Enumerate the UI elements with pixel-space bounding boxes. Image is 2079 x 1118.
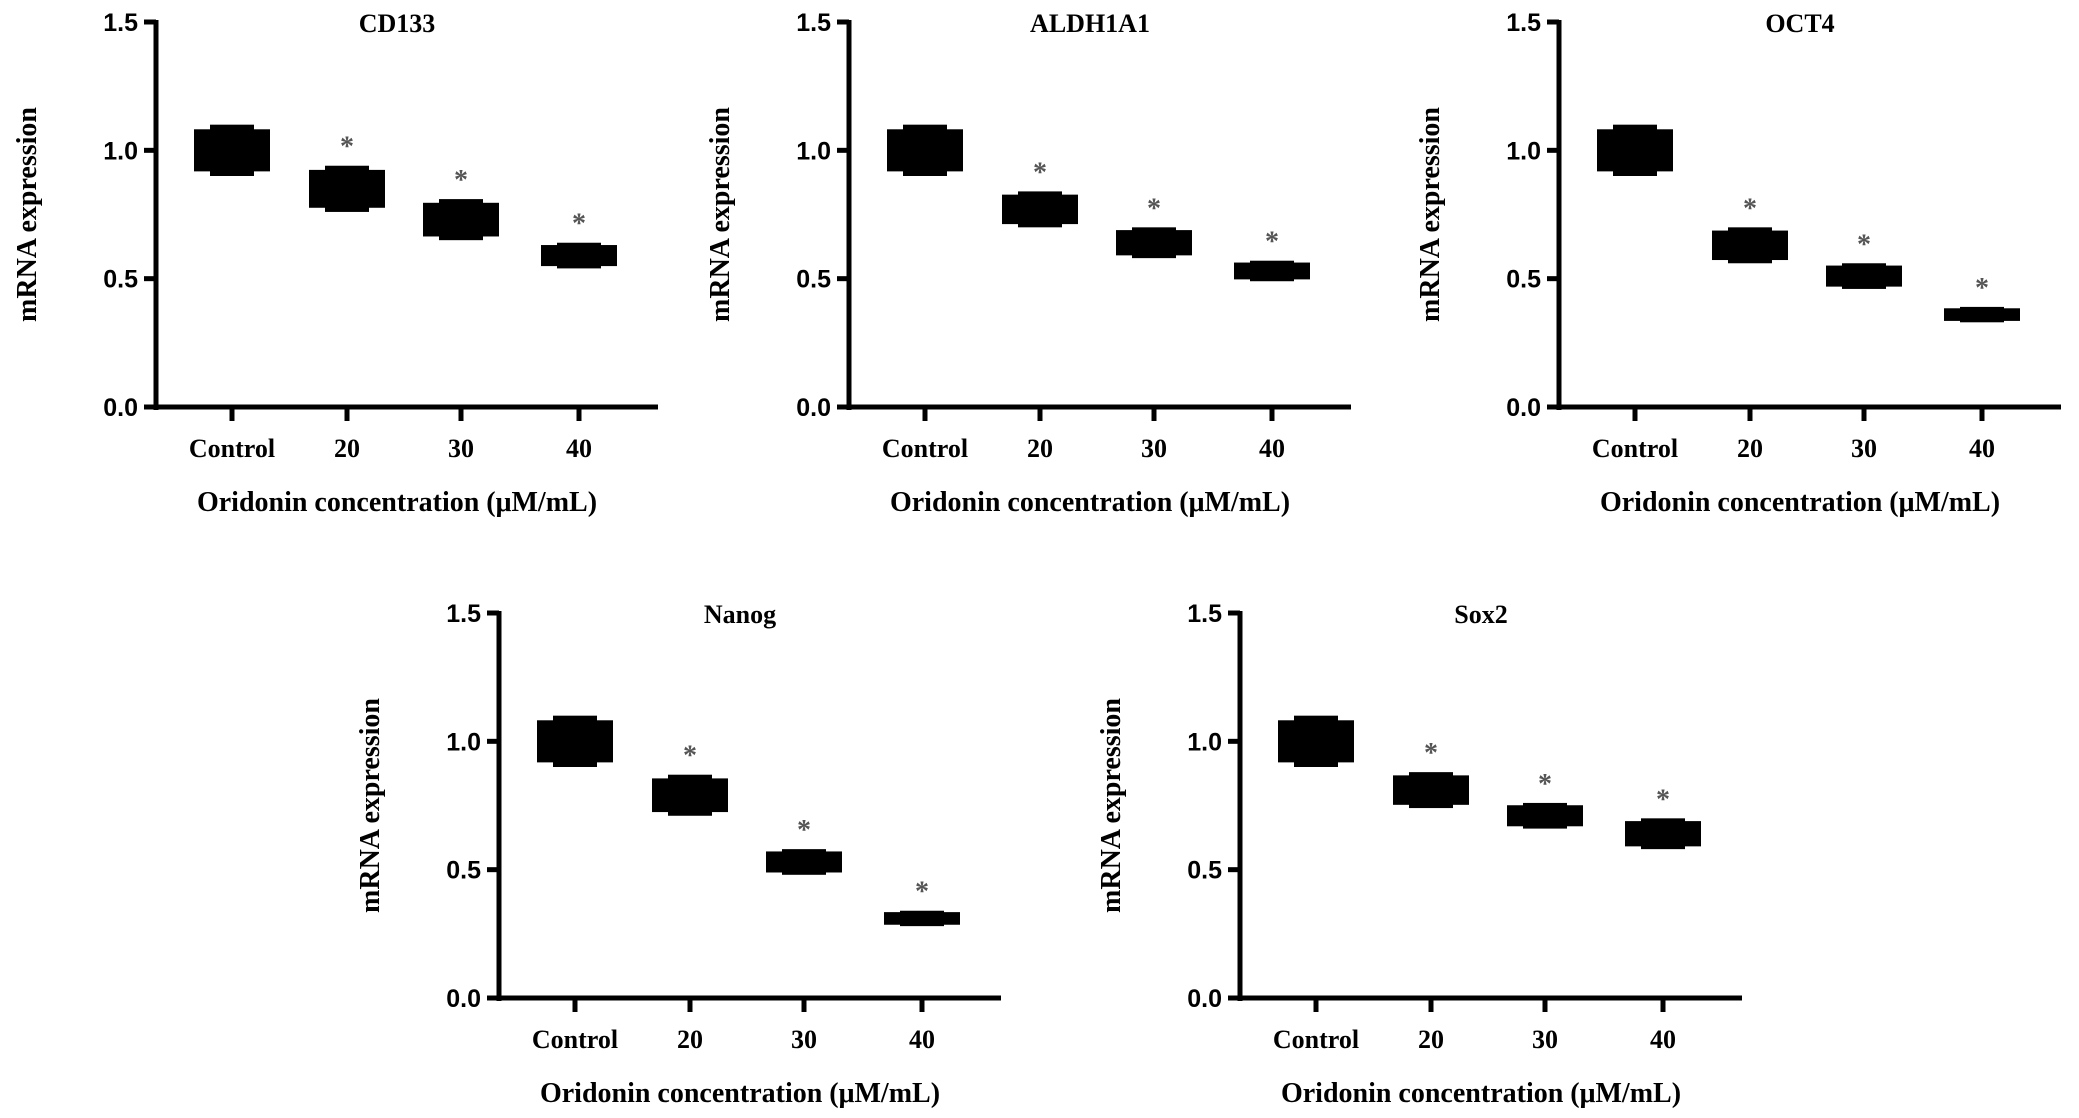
x-tick-label: 40 (1650, 1025, 1676, 1054)
data-marker-control (194, 129, 270, 172)
chart-title: CD133 (359, 9, 436, 38)
chart-title: ALDH1A1 (1030, 9, 1150, 38)
chart-panel-oct4: OCT4 0.0 0.5 1.0 1.5 mRNA expression Control 20… (1415, 9, 2061, 518)
y-tick-label: 0.5 (796, 266, 831, 294)
y-tick-label: 0.5 (1506, 266, 1541, 294)
y-axis-label: mRNA expression (1415, 107, 1446, 322)
data-marker-30 (1826, 265, 1902, 287)
data-marker-30 (423, 202, 499, 237)
significance-asterisk: * (454, 165, 468, 196)
y-tick-label: 1.0 (446, 728, 481, 756)
x-tick-label: Control (1592, 434, 1678, 463)
data-marker-40 (884, 912, 960, 925)
significance-asterisk: * (1975, 273, 1989, 304)
significance-asterisk: * (1743, 193, 1757, 224)
x-tick-label: 40 (1259, 434, 1285, 463)
y-tick-label: 1.5 (1187, 600, 1222, 628)
y-axis-label: mRNA expression (355, 698, 386, 913)
x-axis-label: Oridonin concentration (μM/mL) (1281, 1078, 1681, 1109)
significance-asterisk: * (1147, 193, 1161, 224)
y-tick-label: 1.0 (1187, 728, 1222, 756)
significance-asterisk: * (1538, 769, 1552, 800)
x-tick-label: 40 (1969, 434, 1995, 463)
chart-panel-sox2: Sox2 0.0 0.5 1.0 1.5 mRNA expression Control 20… (1096, 600, 1742, 1109)
y-tick-label: 0.0 (1187, 985, 1222, 1013)
y-tick-label: 1.5 (103, 9, 138, 37)
significance-asterisk: * (683, 741, 697, 772)
data-marker-20 (1712, 230, 1788, 261)
data-marker-control (887, 129, 963, 172)
y-tick-label: 1.0 (103, 137, 138, 165)
y-tick-label: 1.0 (1506, 137, 1541, 165)
y-axis-label: mRNA expression (12, 107, 43, 322)
data-marker-30 (1507, 805, 1583, 827)
data-marker-40 (541, 245, 617, 267)
x-axis-label: Oridonin concentration (μM/mL) (540, 1078, 940, 1109)
x-tick-label: 20 (1418, 1025, 1444, 1054)
significance-asterisk: * (1033, 157, 1047, 188)
data-marker-20 (652, 778, 728, 813)
x-tick-label: 20 (1027, 434, 1053, 463)
y-tick-label: 0.0 (446, 985, 481, 1013)
y-tick-label: 1.0 (796, 137, 831, 165)
x-tick-label: 30 (1532, 1025, 1558, 1054)
y-tick-label: 0.5 (103, 266, 138, 294)
x-tick-label: 30 (1851, 434, 1877, 463)
data-marker-20 (1393, 775, 1469, 805)
y-tick-label: 1.5 (796, 9, 831, 37)
chart-title: OCT4 (1765, 9, 1834, 38)
x-tick-label: Control (189, 434, 275, 463)
x-tick-label: Control (532, 1025, 618, 1054)
data-marker-control (1278, 720, 1354, 763)
significance-asterisk: * (797, 815, 811, 846)
y-axis-label: mRNA expression (705, 107, 736, 322)
y-tick-label: 1.5 (1506, 9, 1541, 37)
significance-asterisk: * (915, 877, 929, 908)
y-tick-label: 0.0 (796, 394, 831, 422)
x-tick-label: 40 (909, 1025, 935, 1054)
data-marker-30 (766, 851, 842, 873)
x-axis-label: Oridonin concentration (μM/mL) (197, 487, 597, 518)
y-tick-label: 0.5 (446, 857, 481, 885)
chart-title: Nanog (704, 600, 776, 629)
x-tick-label: Control (1273, 1025, 1359, 1054)
significance-asterisk: * (1656, 784, 1670, 815)
significance-asterisk: * (1857, 229, 1871, 260)
x-tick-label: 20 (334, 434, 360, 463)
y-tick-label: 0.5 (1187, 857, 1222, 885)
data-marker-30 (1116, 230, 1192, 256)
x-tick-label: 40 (566, 434, 592, 463)
x-axis-label: Oridonin concentration (μM/mL) (890, 487, 1290, 518)
chart-panel-cd133: CD133 0.0 0.5 1.0 1.5 mRNA expression Control 2… (12, 9, 658, 518)
x-axis-label: Oridonin concentration (μM/mL) (1600, 487, 2000, 518)
data-marker-20 (1002, 194, 1078, 225)
significance-asterisk: * (572, 209, 586, 240)
chart-panel-aldh1a1: ALDH1A1 0.0 0.5 1.0 1.5 mRNA expression Contro… (705, 9, 1351, 518)
data-marker-40 (1234, 262, 1310, 280)
y-axis-label: mRNA expression (1096, 698, 1127, 913)
x-tick-label: 30 (448, 434, 474, 463)
chart-panel-nanog: Nanog 0.0 0.5 1.0 1.5 mRNA expression Control 2… (355, 600, 1001, 1109)
x-tick-label: Control (882, 434, 968, 463)
x-tick-label: 30 (791, 1025, 817, 1054)
y-tick-label: 1.5 (446, 600, 481, 628)
significance-asterisk: * (1424, 738, 1438, 769)
data-marker-40 (1944, 308, 2020, 321)
chart-title: Sox2 (1454, 600, 1507, 629)
y-tick-label: 0.0 (103, 394, 138, 422)
x-tick-label: 20 (677, 1025, 703, 1054)
significance-asterisk: * (340, 132, 354, 163)
x-tick-label: 30 (1141, 434, 1167, 463)
data-marker-control (1597, 129, 1673, 172)
significance-asterisk: * (1265, 227, 1279, 258)
x-tick-label: 20 (1737, 434, 1763, 463)
data-marker-20 (309, 169, 385, 208)
data-marker-control (537, 720, 613, 763)
data-marker-40 (1625, 821, 1701, 847)
y-tick-label: 0.0 (1506, 394, 1541, 422)
